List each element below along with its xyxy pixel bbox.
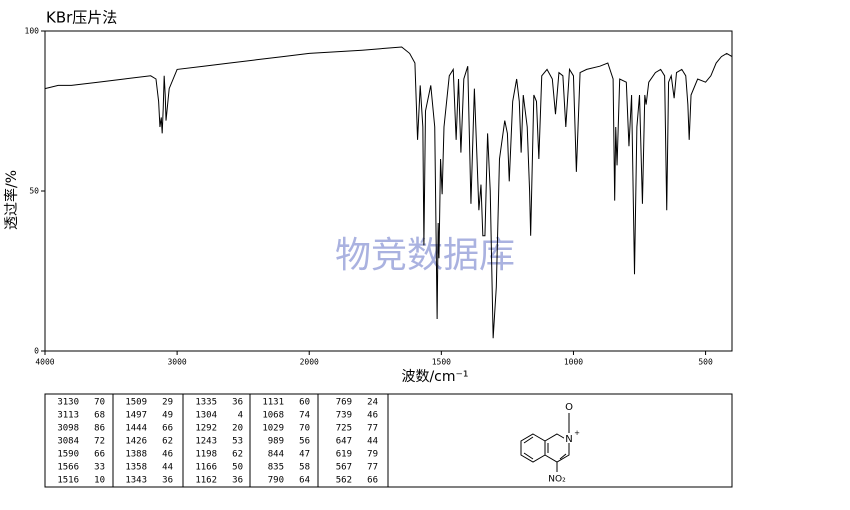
peak-intensity: 70 [94, 398, 105, 408]
peak-intensity: 74 [299, 411, 310, 421]
peak-intensity: 36 [162, 476, 173, 486]
atom-label: N [565, 434, 572, 445]
peak-intensity: 86 [94, 424, 105, 434]
peak-intensity: 29 [162, 398, 173, 408]
peak-wavenumber: 769 [336, 398, 352, 408]
peak-wavenumber: 1516 [57, 476, 79, 486]
peak-intensity: 64 [299, 476, 310, 486]
structure [520, 413, 570, 472]
double-bond [559, 453, 567, 460]
peak-wavenumber: 1444 [125, 424, 147, 434]
peak-wavenumber: 1358 [125, 463, 147, 473]
peak-intensity: 33 [94, 463, 105, 473]
peak-intensity: 66 [162, 424, 173, 434]
peak-intensity: 50 [232, 463, 243, 473]
peak-intensity: 58 [299, 463, 310, 473]
peak-wavenumber: 619 [336, 450, 352, 460]
peak-wavenumber: 1029 [262, 424, 284, 434]
peak-intensity: 77 [367, 463, 378, 473]
peak-intensity: 24 [367, 398, 378, 408]
peak-intensity: 77 [367, 424, 378, 434]
double-bond [523, 452, 534, 460]
peak-intensity: 60 [299, 398, 310, 408]
x-tick-label: 2000 [300, 358, 319, 367]
peak-intensity: 4 [238, 411, 243, 421]
peak-wavenumber: 1198 [195, 450, 217, 460]
peak-wavenumber: 1068 [262, 411, 284, 421]
peak-intensity: 47 [299, 450, 310, 460]
peak-intensity: 70 [299, 424, 310, 434]
y-tick-label: 0 [34, 347, 39, 356]
peak-intensity: 53 [232, 437, 243, 447]
peak-intensity: 72 [94, 437, 105, 447]
peak-intensity: 46 [162, 450, 173, 460]
peak-wavenumber: 1292 [195, 424, 217, 434]
peak-intensity: 68 [94, 411, 105, 421]
peak-wavenumber: 739 [336, 411, 352, 421]
peak-wavenumber: 3113 [57, 411, 79, 421]
peak-wavenumber: 1509 [125, 398, 147, 408]
y-tick-label: 100 [25, 27, 40, 36]
peak-intensity: 44 [162, 463, 173, 473]
atom-label: O [565, 402, 573, 413]
peak-intensity: 62 [162, 437, 173, 447]
y-tick-label: 50 [29, 187, 39, 196]
x-axis-label: 波数/cm⁻¹ [401, 369, 468, 385]
peak-wavenumber: 1388 [125, 450, 147, 460]
peak-intensity: 10 [94, 476, 105, 486]
label-bg [564, 433, 574, 443]
peak-wavenumber: 790 [268, 476, 284, 486]
group-label: NO₂ [548, 475, 566, 485]
peak-wavenumber: 1166 [195, 463, 217, 473]
peak-intensity: 44 [367, 437, 378, 447]
peak-intensity: 56 [299, 437, 310, 447]
peak-wavenumber: 3084 [57, 437, 79, 447]
peak-wavenumber: 647 [336, 437, 352, 447]
ring [520, 433, 546, 463]
peak-wavenumber: 3130 [57, 398, 79, 408]
peak-wavenumber: 1243 [195, 437, 217, 447]
peak-intensity: 36 [232, 476, 243, 486]
peak-wavenumber: 562 [336, 476, 352, 486]
x-tick-label: 3000 [167, 358, 186, 367]
plot-frame [44, 30, 733, 352]
x-tick-label: 1000 [564, 358, 583, 367]
peak-intensity: 49 [162, 411, 173, 421]
chart-title: KBr压片法 [46, 9, 117, 27]
peak-wavenumber: 1590 [57, 450, 79, 460]
peak-wavenumber: 1131 [262, 398, 284, 408]
watermark: 物竞数据库 [335, 235, 515, 276]
peak-wavenumber: 844 [268, 450, 284, 460]
peak-wavenumber: 1497 [125, 411, 147, 421]
double-bond [523, 436, 534, 444]
peak-intensity: 66 [367, 476, 378, 486]
peak-wavenumber: 1566 [57, 463, 79, 473]
peak-wavenumber: 567 [336, 463, 352, 473]
peak-wavenumber: 835 [268, 463, 284, 473]
peak-wavenumber: 1426 [125, 437, 147, 447]
x-tick-label: 1500 [432, 358, 451, 367]
y-axis-label: 透过率/% [3, 170, 20, 230]
x-tick-label: 500 [698, 358, 713, 367]
peak-wavenumber: 989 [268, 437, 284, 447]
peak-wavenumber: 1304 [195, 411, 217, 421]
peak-wavenumber: 725 [336, 424, 352, 434]
charge-label: + [574, 429, 580, 437]
peak-wavenumber: 1343 [125, 476, 147, 486]
peak-wavenumber: 3098 [57, 424, 79, 434]
spectrum-line [44, 46, 733, 339]
peak-intensity: 46 [367, 411, 378, 421]
peak-intensity: 66 [94, 450, 105, 460]
peak-wavenumber: 1162 [195, 476, 217, 486]
peak-intensity: 36 [232, 398, 243, 408]
peak-intensity: 20 [232, 424, 243, 434]
peak-intensity: 79 [367, 450, 378, 460]
peak-intensity: 62 [232, 450, 243, 460]
x-tick-label: 4000 [35, 358, 54, 367]
peak-wavenumber: 1335 [195, 398, 217, 408]
